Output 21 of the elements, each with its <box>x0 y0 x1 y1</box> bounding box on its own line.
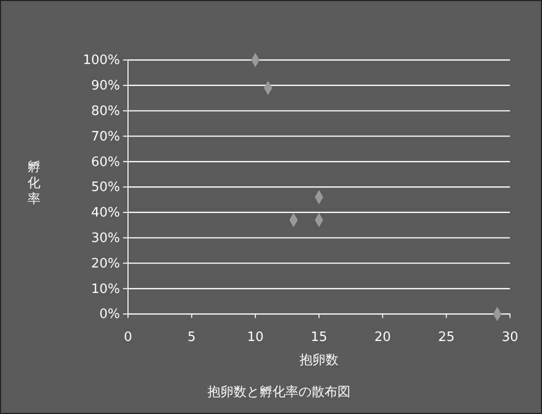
x-tick-label: 5 <box>188 330 196 346</box>
x-tick-label: 15 <box>310 330 328 346</box>
y-tick-label: 60% <box>91 154 120 170</box>
y-tick-label: 90% <box>91 78 120 94</box>
y-tick-label: 70% <box>91 129 120 144</box>
x-tick-label: 20 <box>374 330 391 346</box>
y-tick-label: 0% <box>99 307 120 322</box>
y-tick-label: 100% <box>82 53 120 68</box>
y-axis-title: 孵化率 <box>28 160 40 207</box>
x-axis-title: 抱卵数 <box>300 353 338 368</box>
y-tick-label: 30% <box>91 230 120 246</box>
x-tick-label: 30 <box>502 330 518 346</box>
y-tick-label: 10% <box>91 282 120 297</box>
x-tick-label: 10 <box>247 330 264 346</box>
y-tick-label: 50% <box>91 180 120 196</box>
text: 抱卵数と孵化率の散布図 <box>208 384 350 400</box>
x-tick-label: 25 <box>438 330 455 346</box>
y-tick-label: 40% <box>91 206 120 221</box>
y-tick-label: 80% <box>91 104 120 119</box>
y-tick-label: 20% <box>91 256 120 272</box>
x-tick-label: 0 <box>124 330 132 346</box>
